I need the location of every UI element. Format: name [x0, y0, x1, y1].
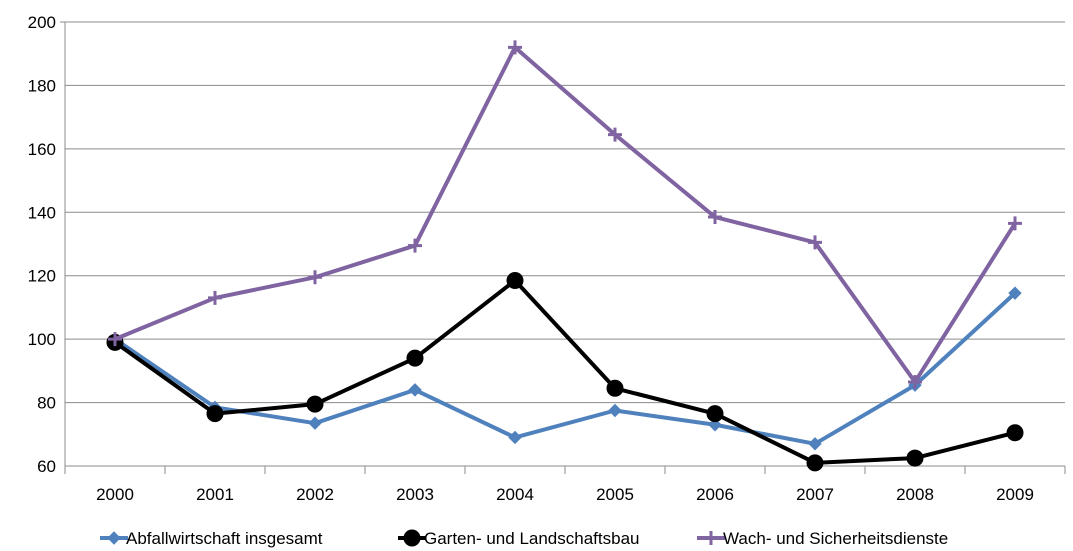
y-tick-label: 160 — [28, 140, 56, 159]
x-tick-label: 2001 — [196, 485, 234, 504]
data-point-1-1 — [206, 405, 224, 423]
x-tick-label: 2006 — [696, 485, 734, 504]
data-point-0-5 — [608, 403, 622, 418]
series-line-0 — [113, 291, 1017, 446]
legend-swatch-marker-1 — [403, 529, 421, 547]
data-point-1-7 — [806, 454, 824, 472]
gridlines — [65, 21, 1065, 404]
series-line-1 — [113, 278, 1017, 465]
data-point-2-0 — [108, 332, 122, 347]
data-point-0-7 — [808, 437, 822, 451]
data-point-0-9 — [1008, 286, 1022, 300]
legend-label-1: Garten- und Landschaftsbau — [424, 529, 639, 548]
series-layer — [106, 40, 1024, 472]
x-tick-label: 2009 — [996, 485, 1034, 504]
x-tick-label: 2003 — [396, 485, 434, 504]
data-point-2-2 — [308, 270, 322, 285]
legend: Abfallwirtschaft insgesamt Garten- und La… — [100, 529, 948, 548]
data-point-1-5 — [606, 379, 624, 397]
data-point-1-6 — [706, 405, 724, 423]
y-tick-label: 140 — [28, 203, 56, 222]
data-point-0-4 — [508, 430, 522, 445]
legend-label-0: Abfallwirtschaft insgesamt — [126, 529, 323, 548]
data-point-2-9 — [1008, 216, 1022, 231]
data-point-1-4 — [506, 271, 524, 289]
x-tick-label: 2005 — [596, 485, 634, 504]
legend-swatch-marker-0 — [107, 531, 121, 545]
data-point-1-2 — [306, 395, 324, 413]
x-tick-label: 2002 — [296, 485, 334, 504]
y-tick-label: 60 — [37, 457, 56, 476]
data-point-0-6 — [708, 418, 722, 432]
series-line-2 — [113, 45, 1017, 384]
data-point-1-3 — [406, 349, 424, 367]
y-tick-label: 180 — [28, 76, 56, 95]
x-tick-label: 2004 — [496, 485, 534, 504]
data-point-2-5 — [608, 127, 622, 142]
x-tick-label: 2007 — [796, 485, 834, 504]
data-point-2-1 — [208, 290, 222, 305]
y-tick-label: 120 — [28, 267, 56, 286]
x-tick-label: 2000 — [96, 485, 134, 504]
legend-label-2: Wach- und Sicherheitsdienste — [723, 529, 948, 548]
data-point-2-3 — [408, 238, 422, 253]
data-point-1-9 — [1006, 424, 1024, 442]
data-point-2-8 — [908, 374, 922, 389]
data-point-0-3 — [408, 383, 422, 397]
data-point-1-8 — [906, 449, 924, 467]
y-tick-label: 80 — [37, 394, 56, 413]
y-tick-label: 100 — [28, 330, 56, 349]
axes: 60 80 100 120 140 160 180 200 2000 2001 2002 2003 20… — [28, 13, 1066, 504]
legend-swatch-marker-2 — [704, 531, 718, 545]
y-tick-label: 200 — [28, 13, 56, 32]
data-point-2-6 — [708, 210, 722, 225]
data-point-0-2 — [308, 416, 322, 430]
data-point-2-4 — [508, 40, 522, 55]
data-point-2-7 — [808, 235, 822, 250]
x-tick-label: 2008 — [896, 485, 934, 504]
